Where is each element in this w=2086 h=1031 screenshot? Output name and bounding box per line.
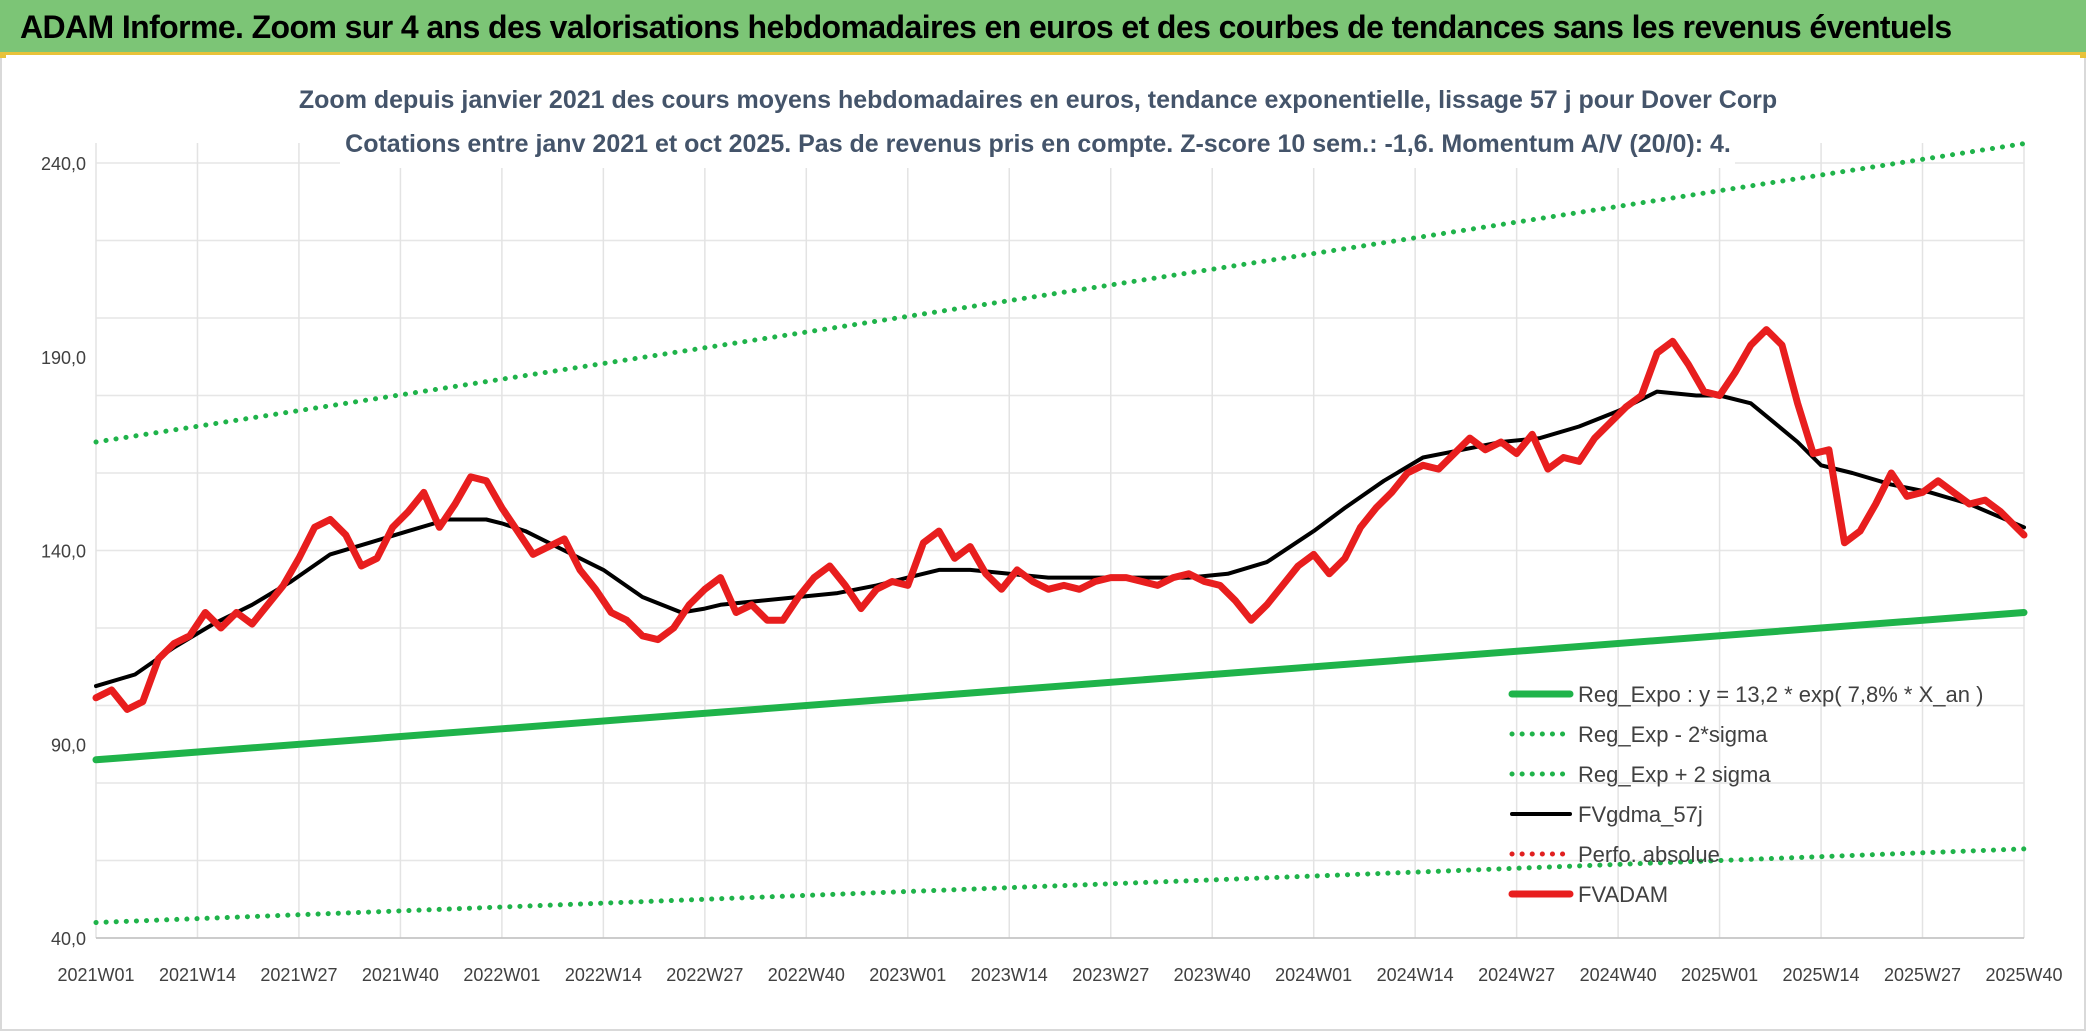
x-tick-label: 2024W40 (1580, 965, 1657, 985)
y-tick-label: 240,0 (41, 154, 86, 174)
legend-label: FVgdma_57j (1578, 802, 1703, 827)
axes: 240,0 190,0 140,0 90,0 40,0 2021W01 2021W14 202… (41, 154, 2063, 985)
x-tick-label: 2025W40 (1985, 965, 2062, 985)
x-tick-label: 2021W40 (362, 965, 439, 985)
x-tick-label: 2022W01 (463, 965, 540, 985)
corner-accent-right (2080, 52, 2086, 58)
x-tick-label: 2023W40 (1174, 965, 1251, 985)
x-tick-label: 2024W27 (1478, 965, 1555, 985)
lower-band-line (93, 846, 2027, 925)
y-tick-label: 90,0 (51, 735, 86, 755)
x-tick-label: 2022W27 (666, 965, 743, 985)
legend-label: Perfo. absolue (1578, 842, 1720, 867)
upper-band-line (93, 141, 2027, 445)
series-lines (92, 141, 2028, 925)
y-tick-label: 40,0 (51, 929, 86, 949)
x-tick-label: 2023W01 (869, 965, 946, 985)
x-tick-label: 2021W27 (260, 965, 337, 985)
x-tick-label: 2021W01 (57, 965, 134, 985)
x-tick-label: 2025W27 (1884, 965, 1961, 985)
fvadam-price-line (92, 326, 2028, 713)
x-tick-label: 2022W40 (768, 965, 845, 985)
x-tick-label: 2023W27 (1072, 965, 1149, 985)
legend: Reg_Expo : y = 13,2 * exp( 7,8% * X_an )… (1508, 682, 1983, 907)
legend-label: Reg_Exp - 2*sigma (1578, 722, 1768, 747)
y-tick-label: 190,0 (41, 348, 86, 368)
legend-item-upper-band: Reg_Exp + 2 sigma (1509, 762, 1771, 787)
x-tick-label: 2025W01 (1681, 965, 1758, 985)
banner-title: ADAM Informe. Zoom sur 4 ans des valoris… (20, 9, 1952, 45)
y-tick-label: 140,0 (41, 542, 86, 562)
legend-item-reg-expo: Reg_Expo : y = 13,2 * exp( 7,8% * X_an ) (1508, 682, 1983, 707)
legend-item-lower-band: Reg_Exp - 2*sigma (1509, 722, 1768, 747)
legend-item-perfo: Perfo. absolue (1509, 842, 1720, 867)
x-tick-label: 2024W14 (1377, 965, 1454, 985)
x-tick-label: 2023W14 (971, 965, 1048, 985)
legend-item-fvgdma: FVgdma_57j (1510, 802, 1703, 827)
report-banner: ADAM Informe. Zoom sur 4 ans des valoris… (0, 0, 2086, 55)
legend-label: FVADAM (1578, 882, 1668, 907)
legend-label: Reg_Expo : y = 13,2 * exp( 7,8% * X_an ) (1578, 682, 1983, 707)
chart-title: Zoom depuis janvier 2021 des cours moyen… (299, 86, 1777, 114)
x-tick-label: 2021W14 (159, 965, 236, 985)
chart-title-background (340, 76, 1735, 168)
x-tick-label: 2024W01 (1275, 965, 1352, 985)
trend-line (92, 609, 2028, 764)
x-tick-label: 2022W14 (565, 965, 642, 985)
x-tick-label: 2025W14 (1783, 965, 1860, 985)
chart-subtitle: Cotations entre janv 2021 et oct 2025. P… (345, 130, 1731, 158)
legend-label: Reg_Exp + 2 sigma (1578, 762, 1771, 787)
legend-item-fvadam: FVADAM (1508, 882, 1668, 907)
corner-accent-left (0, 52, 6, 58)
